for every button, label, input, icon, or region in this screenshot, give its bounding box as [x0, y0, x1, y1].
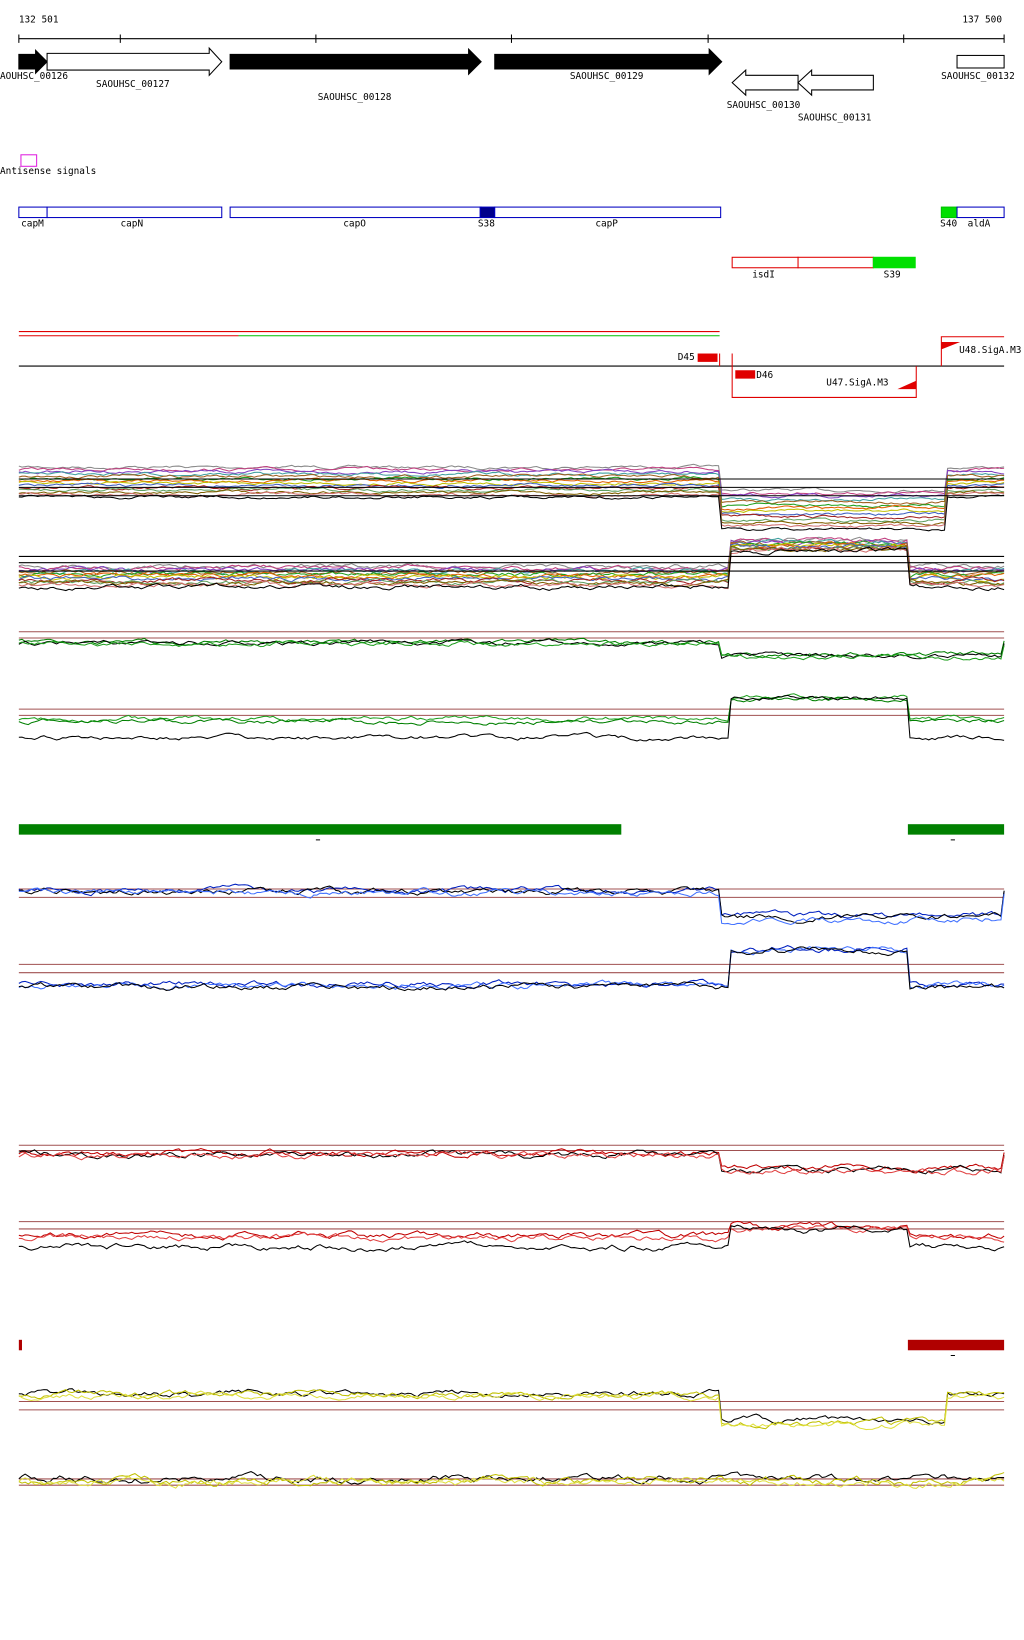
genes — [18, 46, 1005, 97]
start-label: 132 501 — [19, 14, 59, 25]
trace — [18, 1224, 1005, 1253]
trace — [18, 1388, 1005, 1425]
tick — [315, 839, 955, 1357]
signal-label: D45 — [678, 352, 695, 363]
trace — [18, 468, 1005, 499]
antisense-box — [20, 154, 38, 167]
gene-box — [956, 54, 1005, 69]
trace — [18, 470, 1005, 502]
feature-label: aldA — [968, 218, 991, 229]
trace — [18, 1149, 1005, 1176]
gene-label: SAOUHSC_00131 — [798, 113, 872, 124]
ruler-ticks — [18, 34, 1005, 43]
trace — [18, 1147, 1005, 1174]
feature-box — [479, 206, 496, 219]
signal-block — [697, 353, 718, 362]
trace — [18, 693, 1005, 724]
trace — [18, 1472, 1005, 1487]
feature-label: capM — [21, 218, 44, 229]
antisense-label: Antisense signals — [0, 166, 96, 177]
gene-arrow — [46, 46, 223, 77]
trace — [18, 1224, 1005, 1243]
gene-arrow — [18, 48, 48, 75]
signal-label: U47.SigA.M3 — [826, 377, 888, 388]
signal-track — [18, 331, 1005, 398]
ruler: 132 501 137 500 — [18, 14, 1005, 43]
signal-block — [735, 370, 756, 379]
gene-arrow — [229, 47, 482, 76]
trace — [18, 541, 1005, 580]
gene-label: SAOUHSC_00132 — [941, 71, 1015, 82]
trace — [18, 546, 1005, 590]
trace — [18, 480, 1005, 513]
trace — [18, 694, 1005, 742]
signal-label: D46 — [756, 370, 773, 381]
gene-arrow — [494, 47, 723, 76]
feature-box — [797, 256, 874, 269]
gene-label: SAOUHSC_00127 — [96, 79, 170, 90]
trace — [18, 537, 1005, 572]
gene-label: SAOUHSC_00128 — [318, 92, 392, 103]
gene-arrow — [797, 68, 874, 97]
trace — [18, 887, 1005, 926]
trace — [18, 536, 1005, 571]
trace — [18, 489, 1005, 527]
trace — [18, 945, 1005, 990]
trace — [18, 1390, 1005, 1431]
trace — [18, 484, 1005, 520]
end-label: 137 500 — [962, 14, 1002, 25]
coverage-bar — [18, 824, 622, 835]
trace — [18, 639, 1005, 661]
trace — [18, 482, 1005, 516]
feature-box — [46, 206, 223, 219]
trace — [18, 638, 1005, 660]
feature-label: capN — [120, 218, 143, 229]
gene-arrow — [731, 68, 799, 97]
feature-label: S40 — [940, 218, 957, 229]
trace — [18, 696, 1005, 726]
trace — [18, 463, 1005, 494]
trace — [18, 473, 1005, 505]
trace — [18, 1149, 1005, 1175]
gene-label: SAOUHSC_00130 — [727, 100, 801, 111]
trace — [18, 542, 1005, 583]
bars — [18, 824, 1005, 1357]
trace — [18, 1389, 1005, 1430]
feature-box — [18, 206, 48, 219]
coverage-bar — [907, 824, 1005, 835]
feature-box — [940, 206, 958, 219]
feature-label: isdI — [752, 270, 775, 281]
trace — [18, 1474, 1005, 1489]
feature-box — [956, 206, 1005, 219]
gene-label: SAOUHSC_00129 — [570, 71, 644, 82]
feature-label: capO — [343, 218, 366, 229]
trace — [18, 546, 1005, 592]
feature-box — [494, 206, 722, 219]
feature-box — [731, 256, 799, 269]
trace — [18, 637, 1005, 658]
trace — [18, 885, 1005, 924]
feature-label: S38 — [478, 218, 495, 229]
signal-label: U48.SigA.M3 — [959, 345, 1021, 356]
gene-label: AOUHSC_00126 — [0, 71, 68, 82]
trace — [18, 1220, 1005, 1241]
coverage-bar — [18, 1339, 22, 1351]
feature-box — [872, 256, 916, 269]
features — [18, 206, 1005, 269]
feature-label: capP — [595, 218, 618, 229]
feature-box — [229, 206, 482, 219]
trace — [18, 946, 1005, 992]
expression-traces — [18, 463, 1005, 1489]
feature-label: S39 — [884, 270, 901, 281]
coverage-bar — [907, 1339, 1005, 1351]
